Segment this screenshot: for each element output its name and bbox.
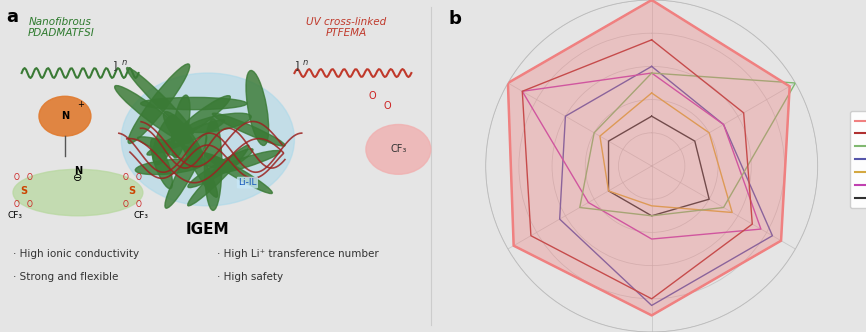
Text: Flame
retardance: Flame retardance <box>0 331 1 332</box>
Text: O   O: O O <box>15 173 33 182</box>
Text: S: S <box>128 186 136 196</box>
Ellipse shape <box>164 112 203 160</box>
Ellipse shape <box>126 67 193 134</box>
Text: · High safety: · High safety <box>216 272 282 282</box>
Text: Li-IL: Li-IL <box>238 178 256 187</box>
Text: n: n <box>121 58 126 67</box>
Text: O   O: O O <box>123 173 141 182</box>
Text: · High ionic conductivity: · High ionic conductivity <box>13 249 139 259</box>
Polygon shape <box>507 0 790 315</box>
Circle shape <box>39 96 91 136</box>
Ellipse shape <box>246 70 268 145</box>
Ellipse shape <box>151 139 172 189</box>
Text: +: + <box>77 100 83 109</box>
Text: ⊖: ⊖ <box>74 173 82 183</box>
Circle shape <box>365 124 431 174</box>
Circle shape <box>121 73 294 206</box>
Text: O   O: O O <box>123 200 141 209</box>
Ellipse shape <box>188 145 249 206</box>
Ellipse shape <box>187 113 251 132</box>
Text: Li⁺ transference
number: Li⁺ transference number <box>0 331 1 332</box>
Text: Ionic conductivity: Ionic conductivity <box>0 331 1 332</box>
Ellipse shape <box>135 159 203 175</box>
Ellipse shape <box>171 95 190 158</box>
Ellipse shape <box>147 120 224 155</box>
Text: O   O: O O <box>15 200 33 209</box>
Text: Electrochemical
stability: Electrochemical stability <box>0 331 1 332</box>
Text: ]: ] <box>113 60 117 70</box>
Text: · High Li⁺ transference number: · High Li⁺ transference number <box>216 249 378 259</box>
Ellipse shape <box>138 137 236 170</box>
Text: N: N <box>61 111 69 121</box>
Ellipse shape <box>188 149 253 188</box>
Text: a: a <box>7 8 18 26</box>
Text: b: b <box>449 10 462 28</box>
Text: CF₃: CF₃ <box>8 211 23 220</box>
Text: CF₃: CF₃ <box>133 211 148 220</box>
Text: Thermal
stability: Thermal stability <box>0 331 1 332</box>
Text: UV cross-linked
PTFEMA: UV cross-linked PTFEMA <box>307 17 386 38</box>
Text: · Strong and flexible: · Strong and flexible <box>13 272 119 282</box>
Ellipse shape <box>152 115 178 165</box>
Text: O: O <box>384 101 391 111</box>
Text: ]: ] <box>294 60 299 70</box>
Text: IGEM: IGEM <box>186 222 229 237</box>
Ellipse shape <box>173 118 217 197</box>
Ellipse shape <box>140 97 247 110</box>
Ellipse shape <box>114 86 190 143</box>
Ellipse shape <box>165 135 207 208</box>
Ellipse shape <box>13 169 143 216</box>
Ellipse shape <box>128 64 190 143</box>
Ellipse shape <box>176 96 230 138</box>
Text: n: n <box>303 58 308 67</box>
Ellipse shape <box>210 150 280 174</box>
Text: Nanofibrous
PDADMATFSI: Nanofibrous PDADMATFSI <box>27 17 94 38</box>
Legend: IGEM, Ref. 21, Ref. 22, Ref. 23, Ref. 24, Ref. 25, Ref. 26: IGEM, Ref. 21, Ref. 22, Ref. 23, Ref. 24… <box>850 111 866 208</box>
Text: N: N <box>74 166 82 176</box>
Ellipse shape <box>204 153 272 194</box>
Text: S: S <box>20 186 28 196</box>
Ellipse shape <box>212 113 285 146</box>
Text: O: O <box>369 91 376 101</box>
Ellipse shape <box>204 119 222 210</box>
Text: CF₃: CF₃ <box>391 144 406 154</box>
Text: Strength
and flexibility: Strength and flexibility <box>0 331 1 332</box>
